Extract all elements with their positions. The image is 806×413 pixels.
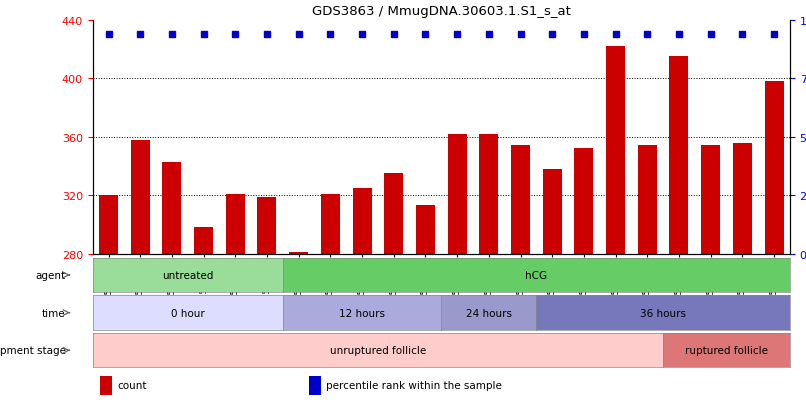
Bar	[352, 188, 372, 254]
Text: hCG: hCG	[526, 270, 547, 280]
Bar	[289, 252, 308, 254]
Bar	[638, 146, 657, 254]
Text: untreated: untreated	[162, 270, 214, 280]
Bar	[575, 149, 593, 254]
Text: ruptured follicle: ruptured follicle	[685, 345, 768, 356]
Bar	[765, 82, 783, 254]
Text: agent: agent	[35, 270, 65, 280]
Text: time: time	[42, 308, 65, 318]
Bar	[733, 143, 752, 254]
Bar	[480, 134, 498, 254]
Bar	[384, 174, 403, 254]
Text: 24 hours: 24 hours	[466, 308, 512, 318]
Text: 12 hours: 12 hours	[339, 308, 385, 318]
Bar	[670, 57, 688, 254]
Text: unruptured follicle: unruptured follicle	[330, 345, 426, 356]
Bar	[226, 194, 245, 254]
Bar	[701, 146, 721, 254]
Bar	[162, 162, 181, 254]
Bar	[416, 206, 435, 254]
Text: count: count	[117, 380, 147, 390]
Text: development stage: development stage	[0, 345, 65, 356]
Text: 0 hour: 0 hour	[171, 308, 205, 318]
Bar	[511, 146, 530, 254]
Bar	[321, 194, 340, 254]
Bar	[257, 197, 276, 254]
Bar	[100, 376, 112, 395]
Bar	[194, 228, 213, 254]
Text: 36 hours: 36 hours	[640, 308, 686, 318]
Bar	[606, 47, 625, 254]
Bar	[131, 140, 150, 254]
Bar	[309, 376, 322, 395]
Text: percentile rank within the sample: percentile rank within the sample	[326, 380, 502, 390]
Bar	[99, 196, 118, 254]
Bar	[447, 134, 467, 254]
Bar	[542, 169, 562, 254]
Title: GDS3863 / MmugDNA.30603.1.S1_s_at: GDS3863 / MmugDNA.30603.1.S1_s_at	[312, 5, 571, 18]
